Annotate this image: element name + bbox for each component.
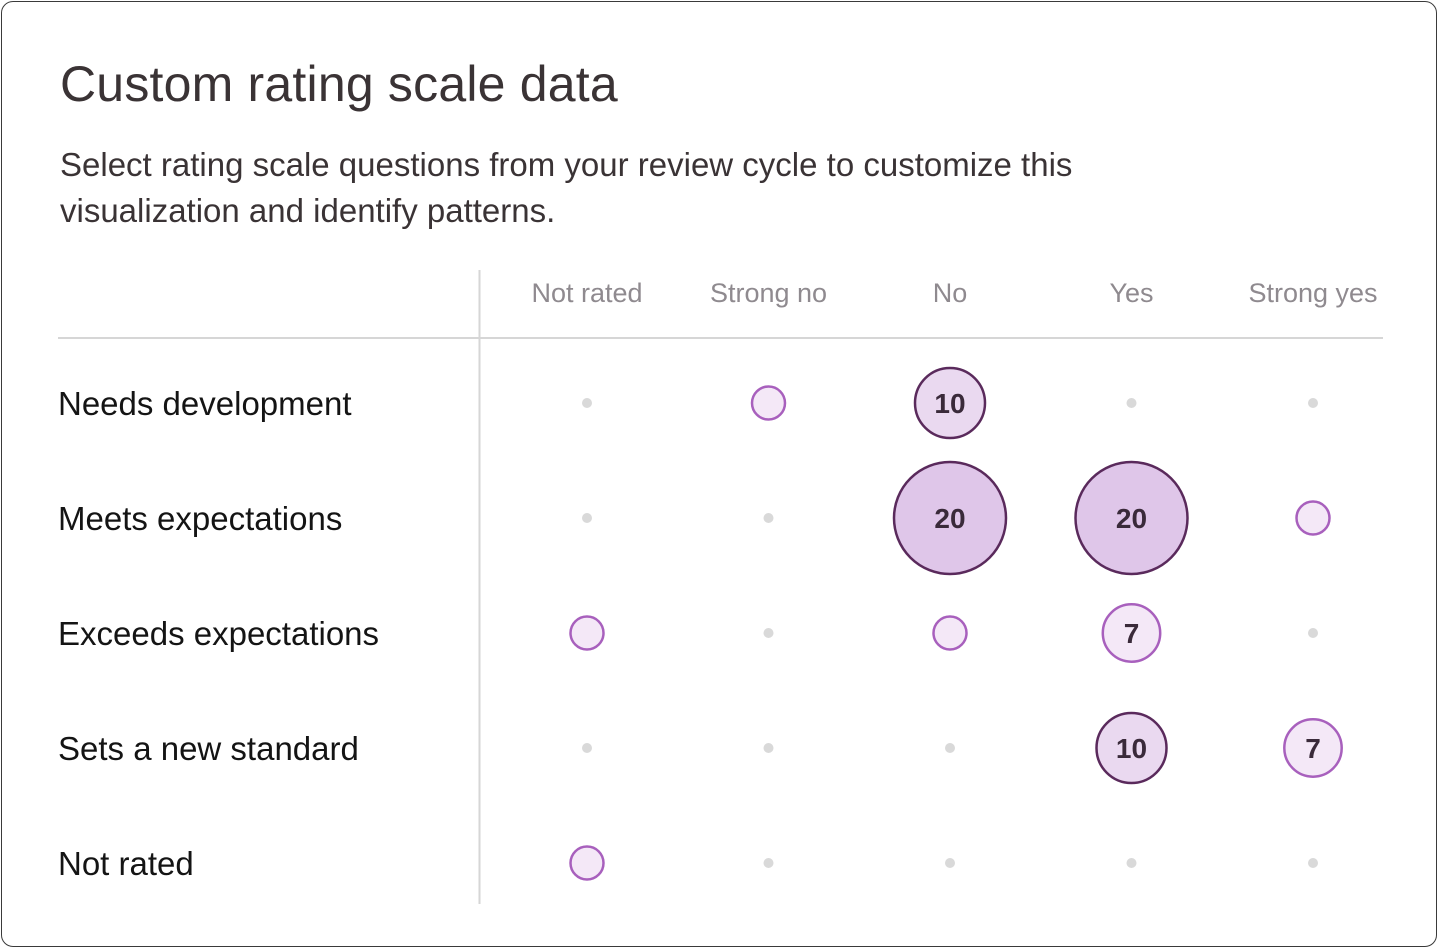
bubble-exceeds-expectations-yes — [1101, 603, 1162, 663]
column-header-strong-yes: Strong yes — [1248, 278, 1377, 308]
small-bubble-exceeds-expectations-not-rated — [569, 615, 605, 651]
column-header-yes: Yes — [1109, 278, 1153, 308]
bubble-needs-development-no — [913, 366, 987, 440]
bubble-value-sets-a-new-standard-strong-yes: 7 — [1305, 733, 1321, 764]
column-header-no: No — [933, 278, 968, 308]
empty-dot-not-rated-yes — [1126, 858, 1137, 868]
small-bubble-not-rated-not-rated — [569, 845, 605, 881]
empty-dot-sets-a-new-standard-no — [945, 743, 955, 753]
bubble-meets-expectations-no — [892, 460, 1008, 576]
card-subtitle: Select rating scale questions from your … — [60, 146, 1073, 229]
empty-dot-not-rated-strong-no — [763, 858, 774, 868]
row-label-meets-expectations: Meets expectations — [58, 500, 342, 537]
column-header-strong-no: Strong no — [710, 278, 827, 308]
empty-dot-sets-a-new-standard-strong-no — [763, 743, 774, 753]
bubble-value-meets-expectations-no: 20 — [934, 503, 965, 534]
empty-dot-not-rated-no — [945, 858, 955, 868]
empty-dot-sets-a-new-standard-not-rated — [582, 743, 592, 753]
empty-dot-meets-expectations-strong-no — [763, 513, 774, 523]
bubble-value-needs-development-no: 10 — [934, 388, 965, 419]
row-labels: Needs development Meets expectations Excee… — [58, 385, 379, 882]
card-title: Custom rating scale data — [60, 56, 618, 112]
empty-dot-needs-development-not-rated — [582, 398, 592, 408]
row-label-needs-development: Needs development — [58, 385, 352, 422]
bubble-value-meets-expectations-yes: 20 — [1116, 503, 1147, 534]
small-bubble-meets-expectations-strong-yes — [1295, 500, 1331, 536]
matrix-cells: 10 20 20 7 10 7 — [569, 366, 1343, 881]
row-label-sets-a-new-standard: Sets a new standard — [58, 730, 359, 767]
empty-dot-exceeds-expectations-strong-no — [763, 628, 774, 638]
column-headers: Not rated Strong no No Yes Strong yes — [531, 278, 1377, 308]
empty-dot-meets-expectations-not-rated — [582, 513, 592, 523]
row-label-not-rated: Not rated — [58, 845, 194, 882]
bubble-sets-a-new-standard-yes — [1095, 711, 1168, 785]
empty-dot-needs-development-strong-yes — [1308, 398, 1318, 408]
row-label-exceeds-expectations: Exceeds expectations — [58, 615, 379, 652]
bubble-meets-expectations-yes — [1074, 460, 1189, 576]
empty-dot-exceeds-expectations-strong-yes — [1308, 628, 1318, 638]
bubble-value-exceeds-expectations-yes: 7 — [1124, 618, 1140, 649]
column-header-not-rated: Not rated — [531, 278, 642, 308]
bubble-sets-a-new-standard-strong-yes — [1283, 718, 1343, 778]
small-bubble-exceeds-expectations-no — [932, 615, 968, 651]
empty-dot-needs-development-yes — [1126, 398, 1137, 408]
bubble-value-sets-a-new-standard-yes: 10 — [1116, 733, 1147, 764]
empty-dot-not-rated-strong-yes — [1308, 858, 1318, 868]
small-bubble-needs-development-strong-no — [750, 385, 787, 421]
